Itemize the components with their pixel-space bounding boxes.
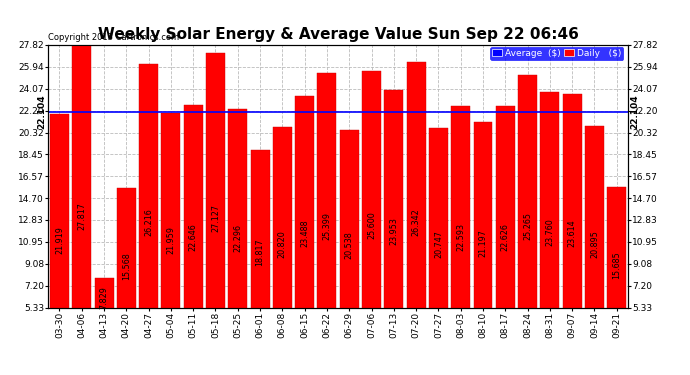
Text: 26.342: 26.342 <box>412 208 421 236</box>
Bar <box>50 114 69 308</box>
Text: 15.568: 15.568 <box>122 252 131 279</box>
Bar <box>161 113 180 308</box>
Text: 22.104: 22.104 <box>630 94 639 129</box>
Bar <box>563 94 582 308</box>
Bar <box>295 96 314 308</box>
Bar <box>206 53 225 307</box>
Bar <box>429 128 448 308</box>
Bar <box>117 188 136 308</box>
Bar <box>339 130 359 308</box>
Text: 22.593: 22.593 <box>456 223 465 251</box>
Bar <box>273 127 292 308</box>
Text: 25.399: 25.399 <box>322 211 331 240</box>
Bar <box>72 45 91 308</box>
Text: 22.104: 22.104 <box>37 94 46 129</box>
Text: 15.685: 15.685 <box>612 251 621 279</box>
Text: 25.265: 25.265 <box>523 212 532 240</box>
Bar <box>228 110 247 308</box>
Legend: Average  ($), Daily   ($): Average ($), Daily ($) <box>490 47 623 60</box>
Text: Copyright 2013 Cartronics.com: Copyright 2013 Cartronics.com <box>48 33 179 42</box>
Text: 23.760: 23.760 <box>545 218 554 246</box>
Text: 22.296: 22.296 <box>233 224 242 252</box>
Bar <box>362 71 381 308</box>
Text: 20.895: 20.895 <box>590 230 599 258</box>
Text: 23.953: 23.953 <box>389 217 398 245</box>
Bar <box>139 64 158 308</box>
Bar <box>406 62 426 308</box>
Text: 22.626: 22.626 <box>501 223 510 251</box>
Bar <box>317 73 337 308</box>
Text: 18.817: 18.817 <box>255 238 264 266</box>
Text: 22.646: 22.646 <box>188 223 198 251</box>
Text: 21.197: 21.197 <box>478 229 488 256</box>
Bar <box>384 90 404 308</box>
Bar <box>540 92 560 308</box>
Bar <box>95 278 114 308</box>
Bar <box>184 105 203 308</box>
Text: 23.614: 23.614 <box>568 219 577 247</box>
Bar <box>607 187 627 308</box>
Text: 27.127: 27.127 <box>211 204 220 232</box>
Title: Weekly Solar Energy & Average Value Sun Sep 22 06:46: Weekly Solar Energy & Average Value Sun … <box>98 27 578 42</box>
Bar <box>496 106 515 308</box>
Text: 20.820: 20.820 <box>278 230 287 258</box>
Text: 21.919: 21.919 <box>55 226 64 254</box>
Bar <box>473 122 493 308</box>
Text: 21.959: 21.959 <box>166 226 175 254</box>
Bar <box>451 106 470 307</box>
Bar <box>518 75 537 307</box>
Text: 20.538: 20.538 <box>345 231 354 259</box>
Text: 7.829: 7.829 <box>99 286 108 309</box>
Text: 27.817: 27.817 <box>77 202 86 229</box>
Bar <box>250 150 270 308</box>
Text: 20.747: 20.747 <box>434 231 443 258</box>
Text: 23.488: 23.488 <box>300 219 309 247</box>
Bar <box>585 126 604 308</box>
Text: 25.600: 25.600 <box>367 211 376 238</box>
Text: 26.216: 26.216 <box>144 208 153 236</box>
